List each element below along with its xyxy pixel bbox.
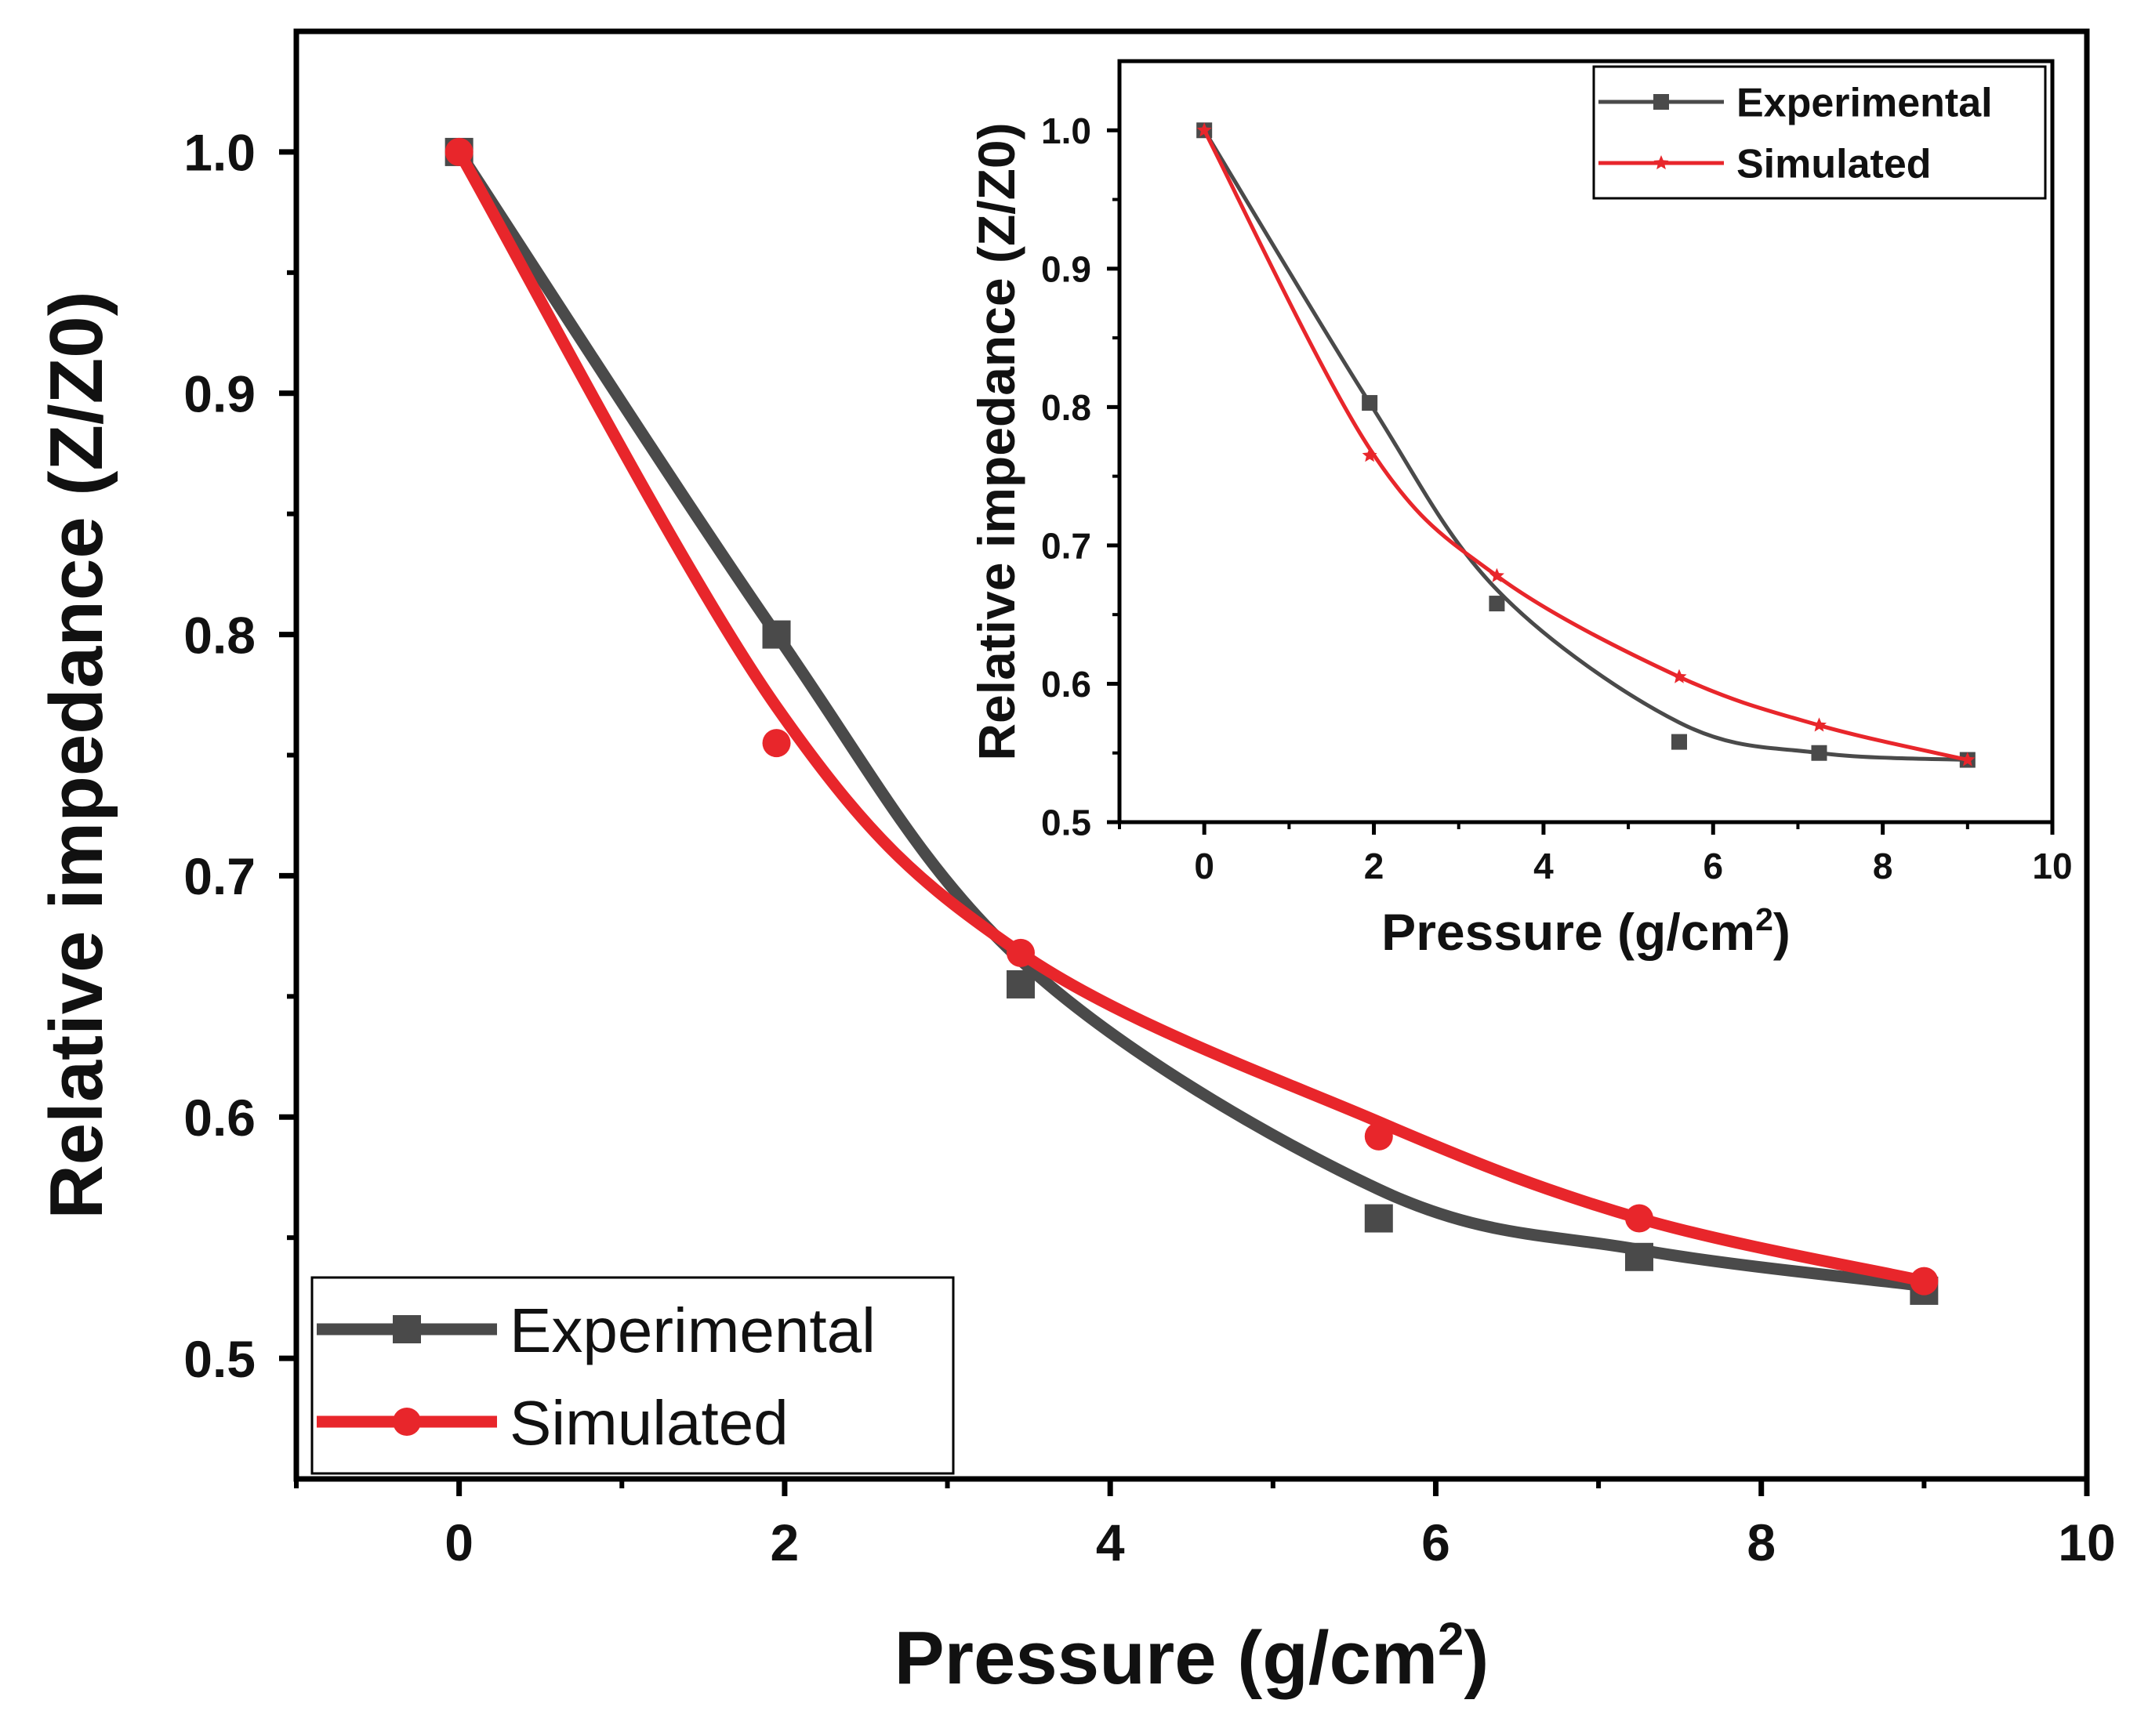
x-tick-label-inset: 10 <box>2032 846 2072 886</box>
x-axis-title-text: Pressure (g/cm <box>1381 903 1755 961</box>
y-tick-label-main: 0.6 <box>183 1089 256 1147</box>
y-tick-label-main: 0.5 <box>183 1330 256 1388</box>
data-point-experimental <box>1364 1204 1393 1233</box>
legend-main: Experimental Simulated <box>310 1276 955 1475</box>
x-tick-label-main: 2 <box>771 1513 800 1571</box>
x-axis-title-tail: ) <box>1773 903 1791 961</box>
series-inset-experimental <box>1196 122 1976 768</box>
x-axis-title-text: Pressure (g/cm <box>894 1616 1439 1700</box>
data-point-experimental <box>762 620 791 649</box>
legend-box <box>1592 65 2047 200</box>
legend-marker-simulated <box>393 1408 421 1436</box>
x-tick-label-main: 6 <box>1421 1513 1450 1571</box>
series-main-simulated <box>444 137 1939 1296</box>
y-tick-label-inset: 0.6 <box>1041 664 1091 705</box>
data-point-simulated <box>1960 752 1976 767</box>
y-tick-label-inset: 0.8 <box>1041 387 1091 428</box>
data-point-simulated <box>1489 567 1504 582</box>
legend-label-simulated: Simulated <box>510 1388 789 1458</box>
data-point-simulated <box>1362 448 1377 462</box>
series-inset-simulated <box>1196 122 1976 767</box>
x-axis-title-sup: 2 <box>1755 901 1773 937</box>
x-tick-label-main: 10 <box>2058 1513 2115 1571</box>
data-point-simulated <box>1006 938 1035 967</box>
y-tick-label-inset: 1.0 <box>1041 111 1091 151</box>
legend-marker-experimental <box>393 1315 421 1343</box>
data-point-experimental <box>1006 969 1035 998</box>
x-tick-label-inset: 6 <box>1703 846 1723 886</box>
x-tick-label-inset: 4 <box>1533 846 1554 886</box>
legend-inset: Experimental Simulated <box>1592 65 2047 200</box>
data-point-simulated <box>1910 1267 1939 1296</box>
y-axis-title-inset: Relative impedance (Z/Z0) <box>967 122 1025 760</box>
y-axis-title-main: Relative impedance (Z/Z0) <box>34 291 118 1219</box>
y-tick-label-main: 0.7 <box>183 847 256 905</box>
data-point-experimental <box>1811 745 1827 761</box>
data-point-experimental <box>1362 395 1378 411</box>
x-tick-label-main: 0 <box>444 1513 474 1571</box>
x-axis-title-inset: Pressure (g/cm2) <box>1381 901 1791 961</box>
data-point-experimental <box>1489 596 1505 612</box>
legend-box <box>310 1276 955 1475</box>
legend-label-experimental: Experimental <box>510 1296 876 1365</box>
plot-frame-inset <box>1117 59 2055 825</box>
x-tick-label-inset: 2 <box>1364 846 1384 886</box>
data-point-experimental <box>1625 1242 1653 1271</box>
y-tick-label-inset: 0.9 <box>1041 248 1091 289</box>
legend-label-experimental: Experimental <box>1736 81 1993 126</box>
x-axis-title-sup: 2 <box>1438 1613 1464 1665</box>
x-tick-label-inset: 8 <box>1873 846 1893 886</box>
legend-marker-simulated <box>1653 155 1669 170</box>
data-point-simulated <box>1625 1204 1653 1233</box>
y-tick-label-main: 1.0 <box>183 124 256 182</box>
y-tick-label-main: 0.9 <box>183 365 256 423</box>
y-tick-label-inset: 0.5 <box>1041 803 1091 843</box>
data-point-simulated <box>1364 1122 1393 1151</box>
data-point-experimental <box>1671 734 1687 750</box>
x-axis-title-tail: ) <box>1464 1616 1489 1700</box>
x-axis-title-main: Pressure (g/cm2) <box>894 1613 1489 1700</box>
x-tick-label-inset: 0 <box>1194 846 1214 886</box>
data-point-simulated <box>762 729 791 758</box>
data-point-simulated <box>1811 717 1827 732</box>
y-tick-label-main: 0.8 <box>183 606 256 664</box>
y-tick-label-inset: 0.7 <box>1041 525 1091 566</box>
data-point-simulated <box>1671 669 1687 683</box>
legend-marker-experimental <box>1653 94 1669 110</box>
x-tick-label-main: 8 <box>1747 1513 1776 1571</box>
legend-label-simulated: Simulated <box>1736 142 1932 187</box>
data-point-simulated <box>444 137 474 166</box>
x-tick-label-main: 4 <box>1096 1513 1125 1571</box>
data-point-simulated <box>1196 122 1212 137</box>
